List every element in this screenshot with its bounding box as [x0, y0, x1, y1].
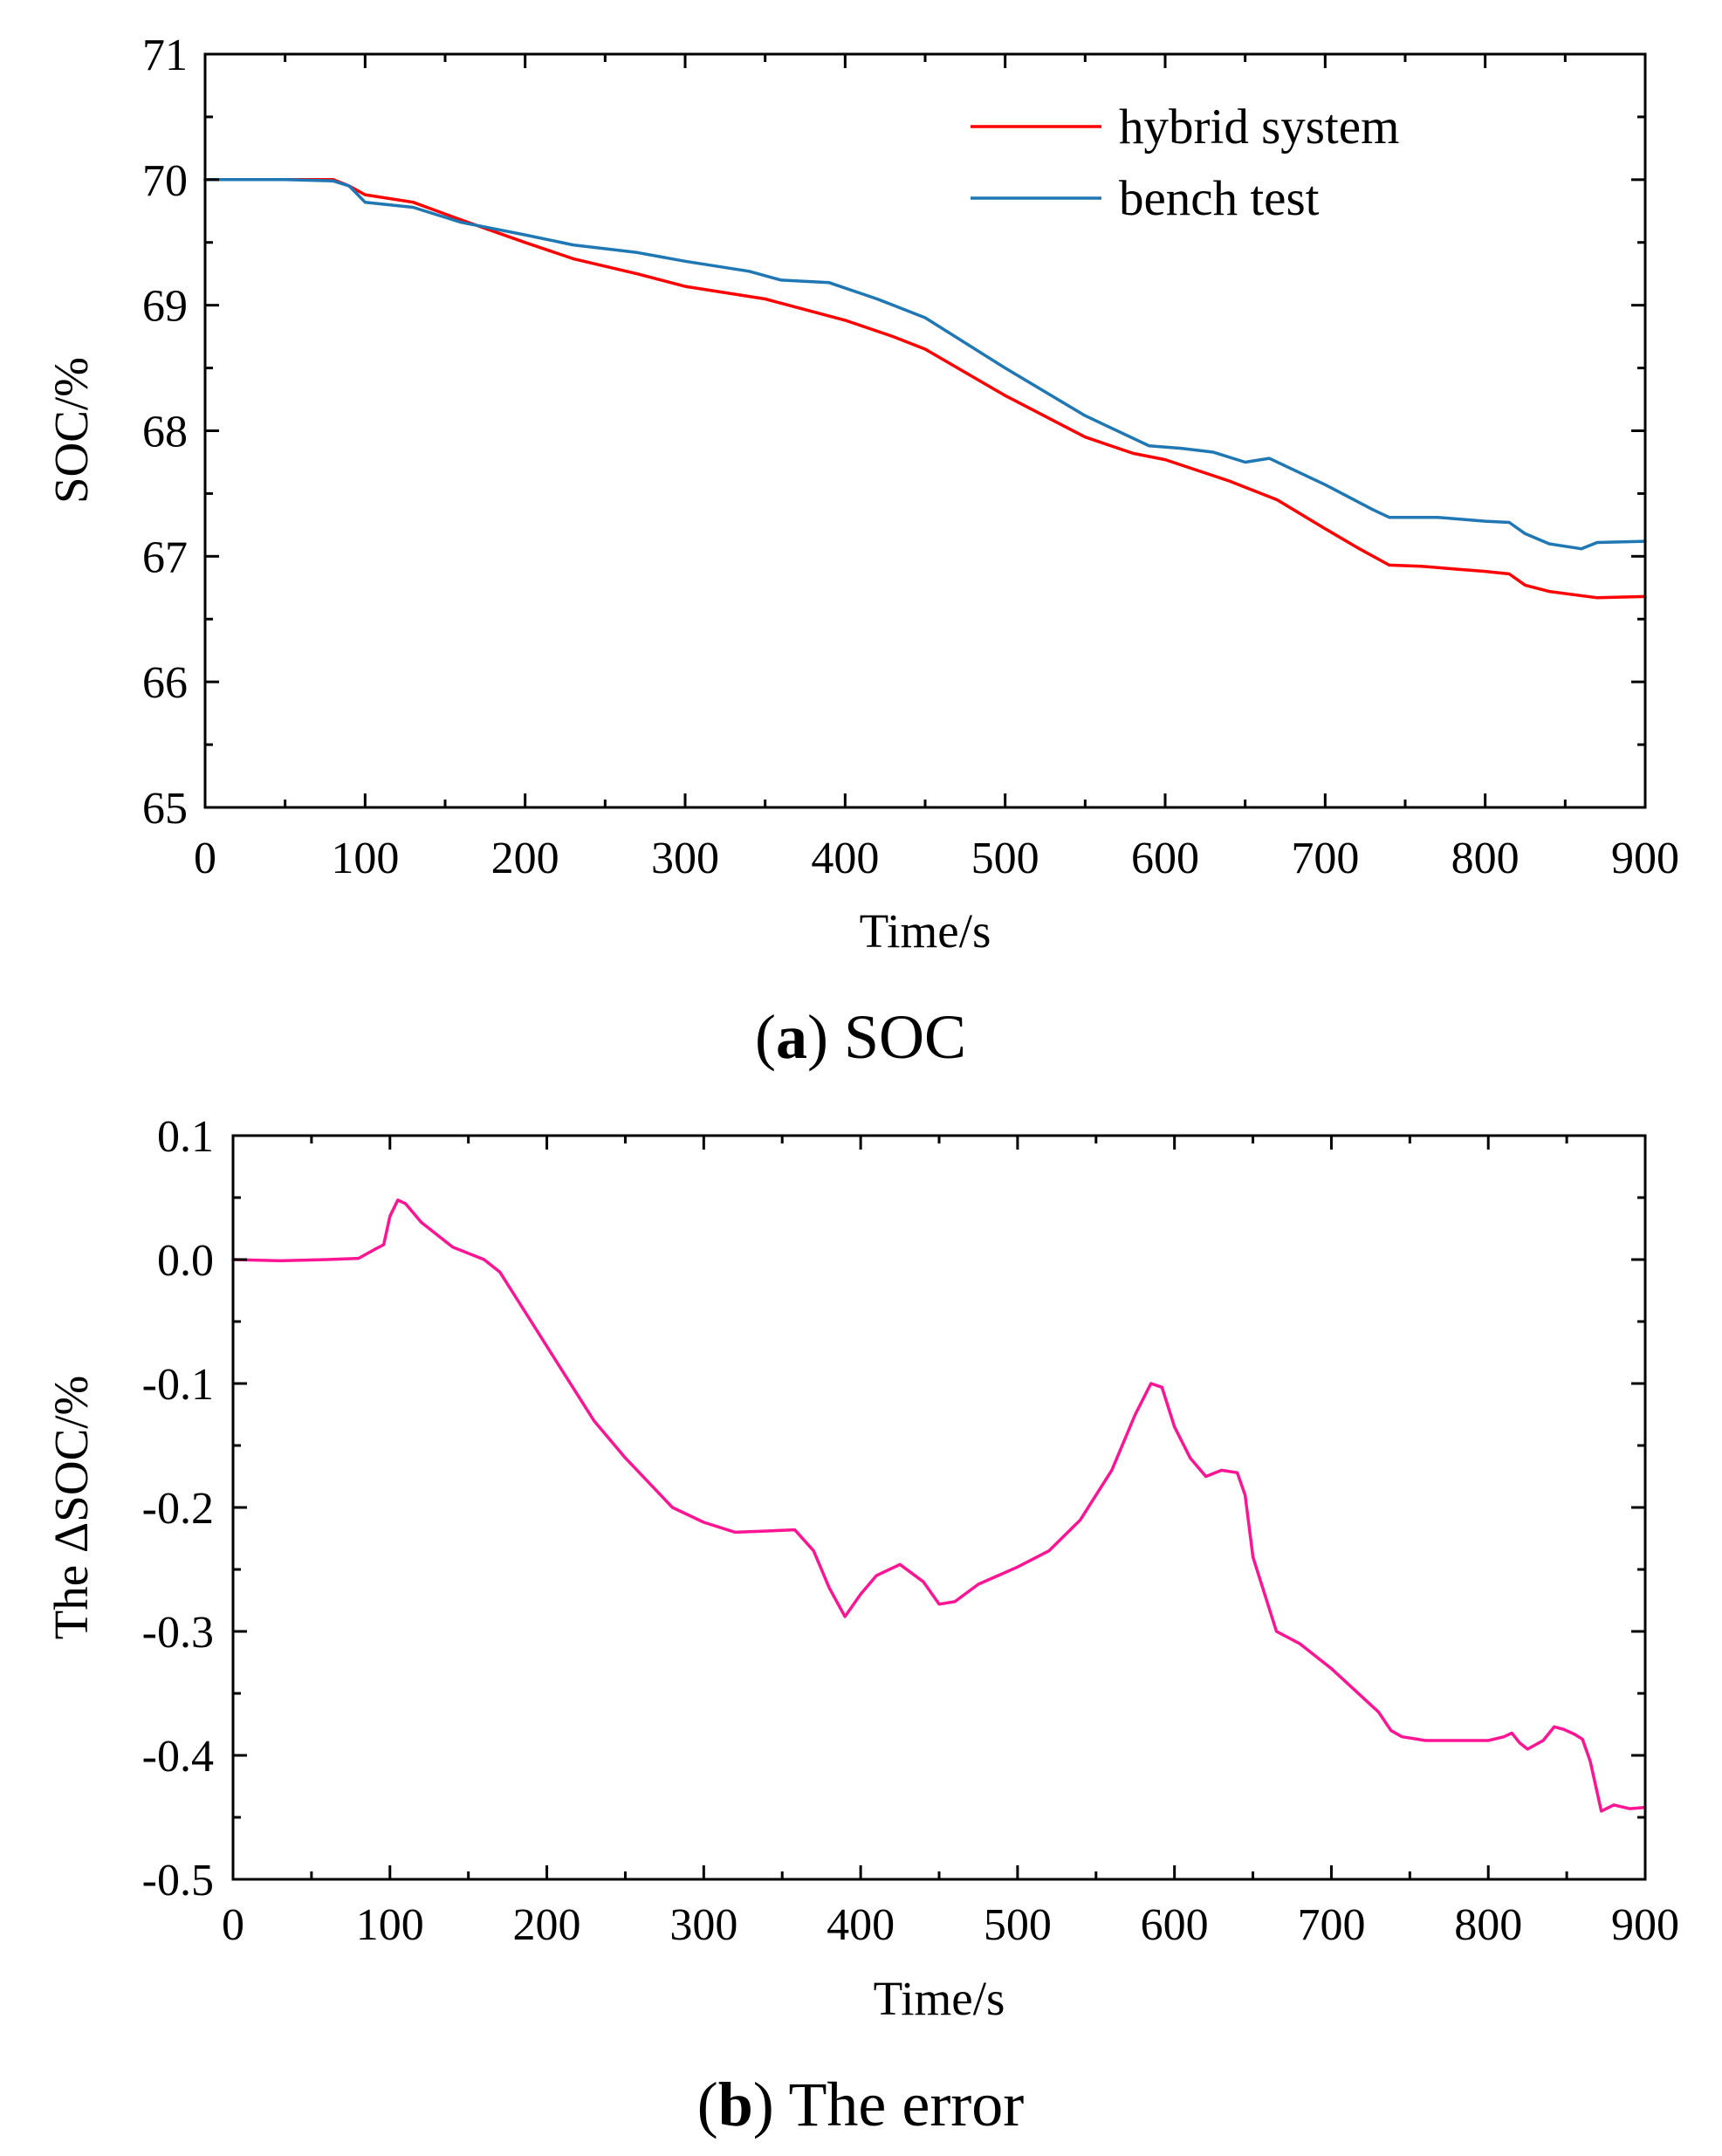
legend-label-1: bench test	[1119, 171, 1320, 226]
a-x-tick-label: 200	[491, 834, 559, 883]
b-x-tick-label: 100	[356, 1900, 424, 1950]
b-y-tick-label: 0.1	[157, 1112, 214, 1162]
a-x-tick-label: 800	[1451, 834, 1520, 883]
panel-b-y-axis-title: The ΔSOC/%	[45, 1376, 98, 1640]
a-y-tick-label: 67	[142, 532, 188, 582]
b-x-tick-label: 500	[984, 1900, 1052, 1950]
panel-b-x-axis-title: Time/s	[874, 1972, 1005, 2025]
b-y-tick-label: -0.3	[142, 1608, 214, 1658]
a-y-tick-label: 65	[142, 784, 188, 834]
a-x-tick-label: 0	[194, 834, 216, 883]
a-x-tick-label: 600	[1131, 834, 1199, 883]
b-x-tick-label: 0	[222, 1900, 244, 1950]
a-x-tick-label: 700	[1291, 834, 1359, 883]
panel-a-legend: hybrid system bench test	[971, 100, 1399, 226]
a-y-tick-label: 66	[142, 658, 188, 708]
a-y-tick-label: 69	[142, 282, 188, 332]
a-y-tick-label: 70	[142, 156, 188, 206]
a-x-tick-label: 400	[811, 834, 879, 883]
panel-a-caption-text: SOC	[844, 1002, 966, 1072]
b-x-tick-label: 400	[827, 1900, 895, 1950]
panel-b-ticks	[231, 1134, 1647, 1881]
a-y-tick-label: 71	[142, 31, 188, 80]
a-x-tick-label: 300	[651, 834, 719, 883]
panel-a-soc-chart: 0 100 200 300 400 500 600 700 800 900 65 66 67 68 69 70…	[45, 31, 1679, 1072]
a-series-line-1	[203, 178, 1647, 551]
panel-b-caption: (b) The error	[697, 2070, 1025, 2139]
a-y-tick-label: 68	[142, 408, 188, 457]
b-series-line-0	[231, 1198, 1647, 1813]
b-y-tick-label: -0.2	[142, 1484, 214, 1534]
b-x-tick-label: 900	[1611, 1900, 1679, 1950]
b-y-tick-label: -0.4	[142, 1732, 214, 1782]
panel-a-plot-frame	[203, 52, 1647, 809]
a-x-tick-label: 900	[1611, 834, 1679, 883]
panel-b-error-chart: 0 100 200 300 400 500 600 700 800 900 -0.5 -0.4 -0.3…	[45, 1112, 1679, 2139]
panel-b-series-layer	[231, 1198, 1647, 1813]
panel-a-series-layer	[203, 178, 1647, 600]
a-series-line-0	[203, 178, 1647, 600]
panel-a-x-axis-title: Time/s	[860, 904, 991, 958]
legend-label-0: hybrid system	[1119, 100, 1399, 154]
panel-a-y-axis-title: SOC/%	[45, 357, 98, 504]
b-x-tick-label: 300	[669, 1900, 738, 1950]
panel-b-plot-frame	[231, 1134, 1647, 1881]
b-y-tick-label: -0.5	[142, 1856, 214, 1905]
b-y-tick-label: -0.1	[142, 1360, 214, 1410]
panel-b-tick-labels: 0 100 200 300 400 500 600 700 800 900 -0.5 -0.4 -0.3…	[142, 1112, 1679, 1950]
b-x-tick-label: 800	[1454, 1900, 1522, 1950]
panel-b-caption-letter: b	[718, 2070, 753, 2139]
b-x-tick-label: 200	[513, 1900, 581, 1950]
panel-a-caption-letter: a	[776, 1002, 807, 1072]
panel-a-caption: (a) SOC	[755, 1002, 966, 1072]
a-x-tick-label: 100	[331, 834, 399, 883]
b-y-tick-label: 0.0	[157, 1236, 214, 1286]
b-x-tick-label: 700	[1297, 1900, 1365, 1950]
panel-a-ticks	[203, 52, 1647, 809]
b-x-tick-label: 600	[1141, 1900, 1209, 1950]
panel-b-caption-text: The error	[788, 2070, 1024, 2139]
panel-a-tick-labels: 0 100 200 300 400 500 600 700 800 900 65 66 67 68 69 70…	[142, 31, 1679, 883]
a-x-tick-label: 500	[971, 834, 1039, 883]
